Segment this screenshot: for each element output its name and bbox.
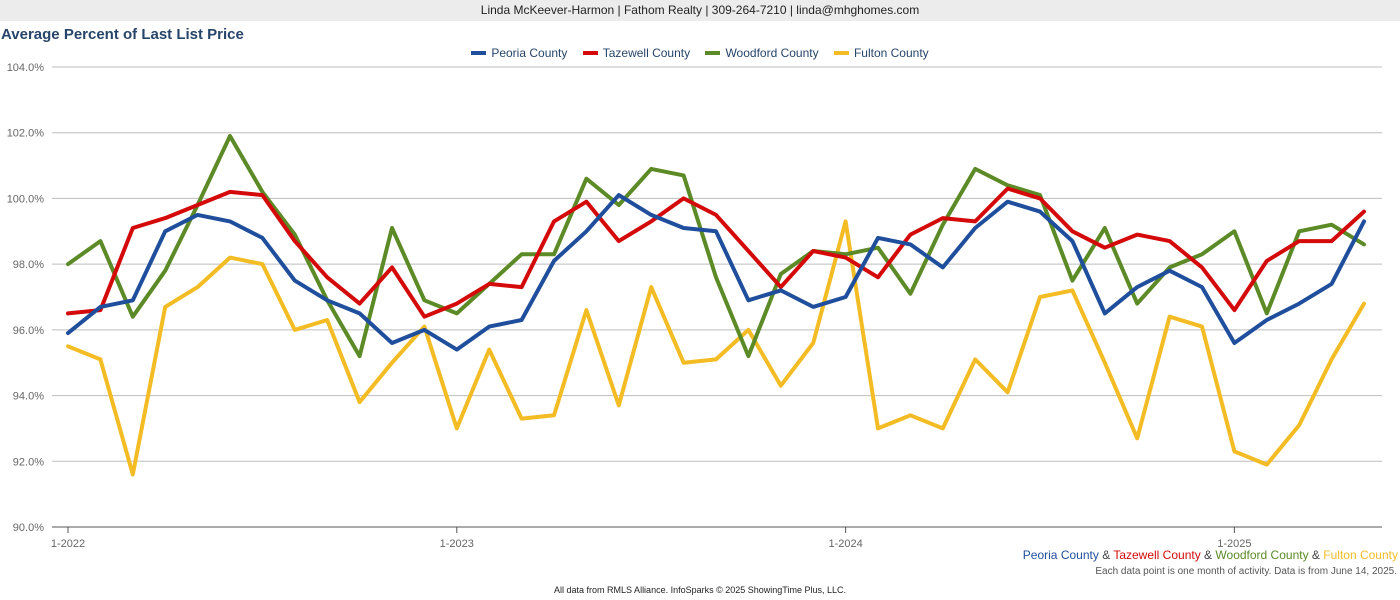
footer-series-fulton: Fulton County bbox=[1323, 548, 1398, 562]
chart-title: Average Percent of Last List Price bbox=[1, 26, 244, 43]
footer-ampersand: & bbox=[1102, 548, 1111, 562]
legend-swatch-woodford bbox=[705, 50, 721, 55]
legend-swatch-tazewell bbox=[582, 50, 598, 55]
footer-ampersand: & bbox=[1311, 548, 1320, 562]
legend-item-tazewell[interactable]: Tazewell County bbox=[582, 46, 691, 60]
series-line-tazewell bbox=[66, 186, 1366, 319]
x-tick-label: 1-2024 bbox=[828, 538, 862, 550]
y-tick-label: 90.0% bbox=[13, 522, 44, 534]
y-tick-label: 98.0% bbox=[13, 259, 44, 271]
y-tick-label: 94.0% bbox=[13, 391, 44, 403]
legend-item-woodford[interactable]: Woodford County bbox=[705, 46, 819, 60]
chart-legend: Peoria County Tazewell County Woodford C… bbox=[0, 46, 1400, 60]
legend-label-fulton: Fulton County bbox=[853, 46, 929, 60]
x-tick-label: 1-2023 bbox=[440, 538, 474, 550]
y-tick-label: 102.0% bbox=[7, 128, 45, 140]
legend-item-peoria[interactable]: Peoria County bbox=[471, 46, 567, 60]
footer-series-woodford: Woodford County bbox=[1215, 548, 1309, 562]
x-tick-label: 1-2022 bbox=[51, 538, 85, 550]
y-tick-label: 92.0% bbox=[13, 456, 44, 468]
legend-swatch-peoria bbox=[471, 50, 487, 55]
footer-ampersand: & bbox=[1204, 548, 1213, 562]
data-note: Each data point is one month of activity… bbox=[1095, 566, 1397, 577]
series-line-woodford bbox=[66, 134, 1366, 359]
x-tick-label: 1-2025 bbox=[1217, 538, 1251, 550]
legend-label-woodford: Woodford County bbox=[725, 46, 819, 60]
legend-label-tazewell: Tazewell County bbox=[602, 46, 691, 60]
series-line-fulton bbox=[66, 219, 1366, 477]
series-line-peoria bbox=[66, 193, 1366, 352]
y-tick-label: 96.0% bbox=[13, 325, 44, 337]
footer-series-peoria: Peoria County bbox=[1022, 548, 1099, 562]
legend-swatch-fulton bbox=[833, 50, 849, 55]
y-tick-label: 100.0% bbox=[7, 193, 45, 205]
data-credit: All data from RMLS Alliance. InfoSparks … bbox=[554, 585, 846, 595]
y-tick-label: 104.0% bbox=[7, 62, 45, 74]
legend-label-peoria: Peoria County bbox=[491, 46, 568, 60]
footer-series-tazewell: Tazewell County bbox=[1113, 548, 1201, 562]
footer-series-list: Peoria County & Tazewell County & Woodfo… bbox=[1023, 548, 1398, 562]
legend-item-fulton[interactable]: Fulton County bbox=[833, 46, 929, 60]
contact-header: Linda McKeever-Harmon | Fathom Realty | … bbox=[0, 0, 1400, 21]
